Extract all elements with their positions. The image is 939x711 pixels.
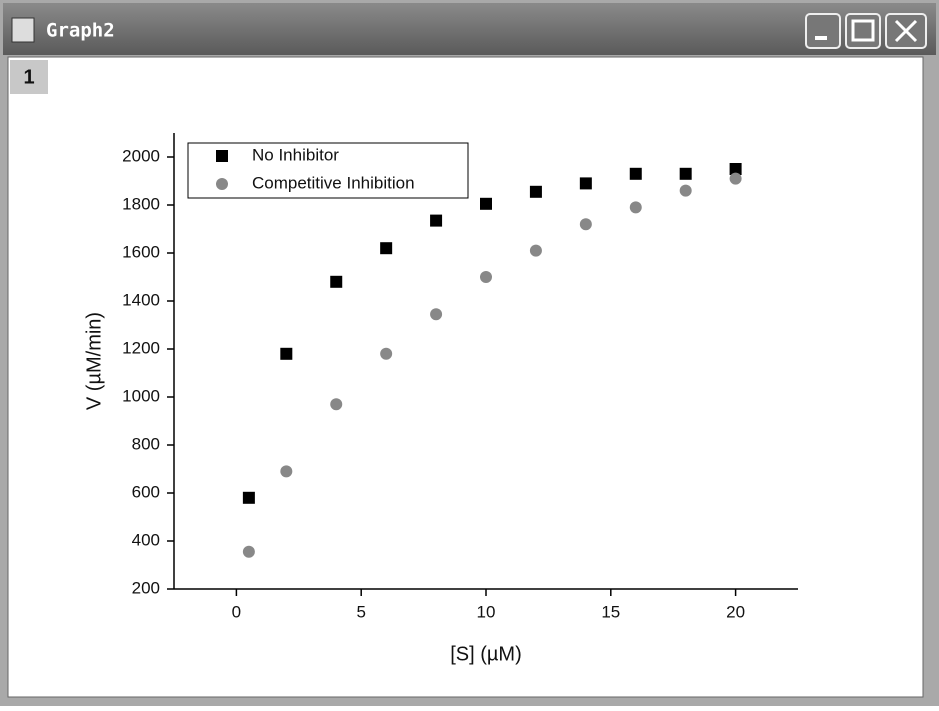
x-tick-label: 0 [232, 602, 241, 621]
legend-marker [216, 150, 228, 162]
y-tick-label: 200 [132, 578, 160, 597]
x-tick-label: 20 [726, 602, 745, 621]
y-axis-title: V (µM/min) [83, 312, 105, 410]
marker [430, 308, 443, 321]
marker [679, 184, 692, 197]
layer-tab[interactable] [10, 60, 48, 94]
x-tick-label: 5 [356, 602, 365, 621]
marker [629, 201, 642, 214]
window-icon [11, 17, 35, 43]
x-axis-title: [S] (µM) [450, 643, 522, 665]
y-tick-label: 1400 [122, 290, 160, 309]
marker [242, 491, 255, 504]
y-tick-label: 1000 [122, 386, 160, 405]
y-tick-label: 1600 [122, 242, 160, 261]
marker [529, 244, 542, 257]
marker [330, 398, 343, 411]
marker [280, 465, 293, 478]
legend-marker [216, 178, 228, 190]
legend-label: Competitive Inhibition [252, 173, 415, 192]
y-tick-label: 600 [132, 482, 160, 501]
marker [430, 214, 443, 227]
marker [679, 167, 692, 180]
marker [380, 347, 393, 360]
marker [579, 218, 592, 231]
x-tick-label: 10 [477, 602, 496, 621]
window-title: Graph2 [46, 20, 115, 42]
layer-label: 1 [23, 66, 34, 88]
close-button[interactable] [885, 13, 927, 49]
marker [480, 271, 492, 283]
minimize-button[interactable] [805, 13, 841, 49]
y-tick-label: 1800 [122, 194, 160, 213]
title-bar [3, 3, 936, 55]
marker [579, 177, 592, 190]
x-tick-label: 15 [601, 602, 620, 621]
marker [480, 197, 492, 210]
marker [529, 185, 542, 198]
legend-label: No Inhibitor [252, 145, 339, 164]
marker [330, 275, 343, 288]
legend-box [187, 142, 469, 199]
y-tick-label: 400 [132, 530, 160, 549]
y-tick-label: 800 [132, 434, 160, 453]
marker [729, 163, 742, 175]
maximize-button[interactable] [845, 13, 881, 49]
marker [380, 242, 393, 255]
marker [280, 347, 293, 360]
marker [242, 545, 255, 558]
marker [729, 172, 742, 185]
marker [629, 167, 642, 180]
y-tick-label: 1200 [122, 338, 160, 357]
y-tick-label: 2000 [122, 146, 160, 165]
